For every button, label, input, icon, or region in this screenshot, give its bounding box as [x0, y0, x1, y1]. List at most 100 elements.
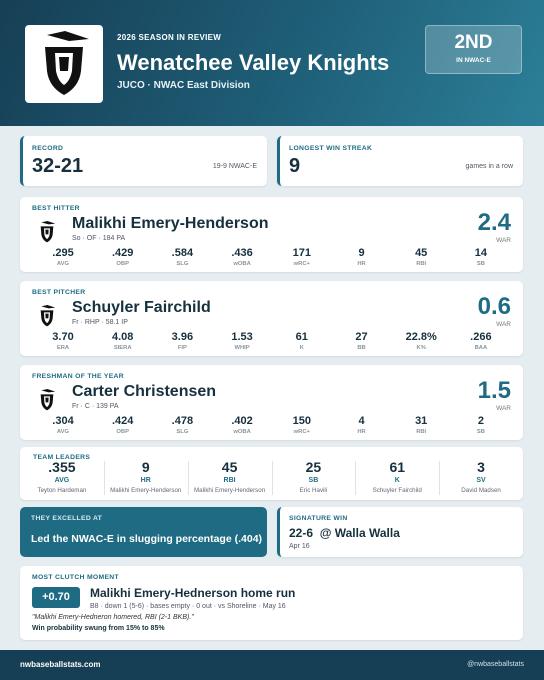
clutch-title: Malikhi Emery-Hednerson home run — [90, 586, 296, 600]
divider — [355, 461, 357, 495]
stat-value: .295 — [52, 247, 74, 259]
stat-value: 27 — [355, 331, 368, 343]
score: 22-6 — [289, 526, 314, 540]
card-label: FRESHMAN OF THE YEAR — [32, 373, 124, 380]
footer: nwbaseballstats.com @nwbaseballstats — [0, 650, 544, 680]
stat-value: 22.8% — [405, 331, 437, 343]
logo-graphic — [45, 31, 89, 95]
handle: @nwbaseballstats — [467, 661, 524, 668]
stat-label: HR — [357, 429, 366, 435]
clutch-details: B8 · down 1 (5-6) · bases empty · 0 out … — [90, 603, 286, 610]
stat-label: RBI — [416, 261, 427, 267]
opponent: @ Walla Walla — [319, 526, 400, 540]
war-value: 0.6 — [477, 293, 511, 320]
signature-win-card: SIGNATURE WIN 22-6 @ Walla Walla Apr 16 — [277, 507, 523, 557]
stat-label: wRC+ — [293, 261, 310, 267]
leader-stat: K — [394, 477, 400, 484]
streak-card: LONGEST WIN STREAK 9 games in a row — [277, 136, 523, 186]
leader-value: 45 — [221, 459, 238, 475]
stat-label: FIP — [177, 345, 187, 351]
clutch-card: MOST CLUTCH MOMENT +0.70 Malikhi Emery-H… — [20, 566, 523, 640]
team-leaders-card: TEAM LEADERS .355 AVG Teyton Hardeman 9 HR Ma… — [20, 447, 523, 500]
stat-label: OBP — [116, 429, 129, 435]
team-title: Wenatchee Valley Knights — [117, 50, 390, 75]
player-name: Schuyler Fairchild — [72, 299, 211, 316]
war-value: 1.5 — [477, 377, 511, 404]
stat-value: 3.96 — [171, 331, 194, 343]
player-name: Carter Christensen — [72, 383, 217, 400]
clutch-quote: "Malikhi Emery-Hedneron homered, RBI (2-… — [32, 614, 194, 621]
stat-value: 4 — [358, 415, 365, 427]
war-label: WAR — [496, 321, 511, 328]
player-meta: So · OF · 184 PA — [72, 235, 126, 242]
kicker: 2026 SEASON IN REVIEW — [117, 33, 222, 42]
player-logo — [34, 303, 60, 329]
player-card: BEST PITCHER Schuyler Fairchild Fr · RHP ·… — [20, 281, 523, 356]
stat-value: 171 — [292, 247, 311, 259]
player-meta: Fr · RHP · 58.1 IP — [72, 319, 128, 326]
stat-value: 31 — [415, 415, 428, 427]
stat-label: BB — [357, 345, 366, 351]
stat-label: AVG — [56, 429, 70, 435]
stat-label: BAA — [474, 345, 488, 351]
stat-label: wRC+ — [293, 429, 310, 435]
streak-value: 9 — [289, 155, 301, 177]
wpa-badge: +0.70 — [32, 587, 80, 608]
stat-label: WHIP — [234, 345, 250, 351]
stat-value: 150 — [292, 415, 311, 427]
team-logo — [25, 25, 103, 103]
stat-label: AVG — [56, 261, 70, 267]
player-logo — [34, 387, 60, 413]
stat-value: .436 — [231, 247, 253, 259]
stat-label: SB — [476, 429, 485, 435]
leader-player: Malikhi Emery-Henderson — [110, 487, 182, 494]
rank-badge: 2ND IN NWAC-E — [425, 25, 522, 74]
date: Apr 16 — [289, 543, 310, 550]
leader-value: 25 — [305, 459, 322, 475]
divider — [439, 461, 441, 495]
leader-player: Malikhi Emery-Henderson — [193, 487, 266, 494]
card-label: SIGNATURE WIN — [289, 515, 348, 522]
excelled-card: THEY EXCELLED AT Led the NWAC-E in slugg… — [20, 507, 267, 557]
rank: 2ND — [454, 32, 493, 53]
player-name: Malikhi Emery-Henderson — [72, 215, 269, 232]
stat-label: wOBA — [233, 429, 251, 435]
war-label: WAR — [496, 237, 511, 244]
excelled-text: Led the NWAC-E in slugging percentage (.… — [31, 533, 263, 545]
card-label: BEST HITTER — [32, 205, 80, 212]
rank-label: IN NWAC-E — [456, 57, 491, 64]
stat-value: .584 — [171, 247, 194, 259]
leader-player: Eric Havili — [299, 487, 328, 494]
stat-value: 14 — [474, 247, 488, 259]
stat-value: .429 — [111, 247, 134, 259]
leader-value: 9 — [141, 459, 150, 475]
leader-stat: SV — [476, 477, 486, 484]
stat-value: 4.08 — [111, 331, 134, 343]
leader-player: Schuyler Fairchild — [372, 487, 422, 494]
divider — [103, 461, 105, 495]
card-label: BEST PITCHER — [32, 289, 86, 296]
divider — [187, 461, 189, 495]
divider — [271, 461, 273, 495]
stat-label: RBI — [416, 429, 427, 435]
stat-label: OBP — [116, 261, 129, 267]
player-card: BEST HITTER Malikhi Emery-Henderson So · O… — [20, 197, 523, 272]
stat-label: SLG — [176, 429, 189, 435]
record-value: 32-21 — [32, 155, 84, 177]
leader-player: David Madsen — [461, 487, 501, 494]
war-label: WAR — [496, 405, 511, 412]
leader-stat: HR — [140, 477, 151, 484]
site: nwbaseballstats.com — [20, 660, 101, 669]
card-label: THEY EXCELLED AT — [31, 515, 103, 522]
signature-line: 22-6 @ Walla Walla — [289, 526, 400, 540]
stat-label: SB — [476, 261, 485, 267]
stat-value: .304 — [52, 415, 74, 427]
player-card: FRESHMAN OF THE YEAR Carter Christensen Fr… — [20, 365, 523, 440]
stat-label: ERA — [56, 345, 70, 351]
stat-label: SLG — [176, 261, 189, 267]
stat-label: HR — [357, 261, 366, 267]
stat-value: 1.53 — [231, 331, 253, 343]
record-note: 19-9 NWAC-E — [212, 163, 257, 170]
card-label: LONGEST WIN STREAK — [289, 145, 373, 152]
